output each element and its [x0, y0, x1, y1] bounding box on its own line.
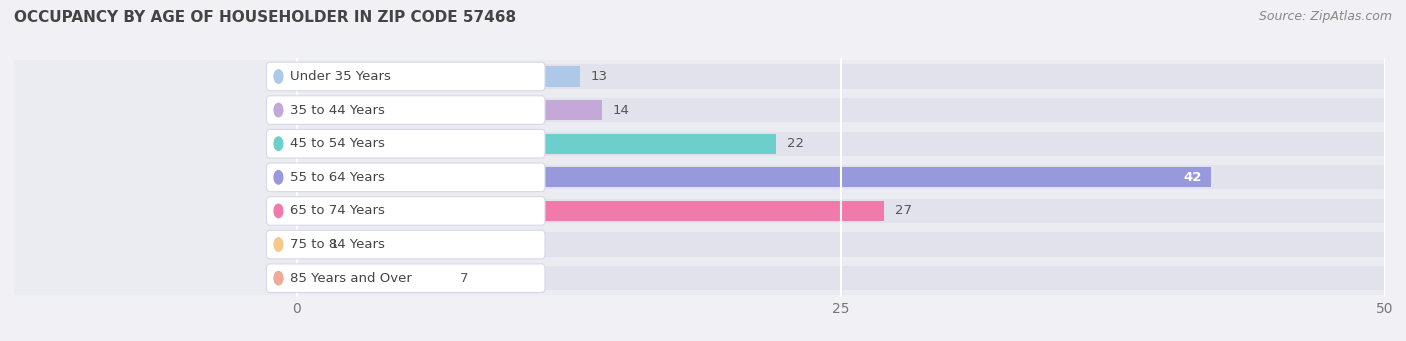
Bar [297, 132, 1385, 156]
FancyBboxPatch shape [267, 230, 546, 259]
Bar [297, 66, 579, 87]
FancyBboxPatch shape [267, 96, 546, 124]
Circle shape [274, 238, 283, 251]
Text: 55 to 64 Years: 55 to 64 Years [291, 171, 385, 184]
Bar [297, 98, 1385, 122]
Circle shape [274, 103, 283, 117]
FancyBboxPatch shape [267, 197, 546, 225]
Bar [297, 167, 1211, 188]
Text: 22: 22 [786, 137, 803, 150]
Text: 27: 27 [896, 205, 912, 218]
Bar [297, 134, 776, 154]
Bar [297, 100, 602, 120]
Bar [14, 127, 1385, 161]
Bar [297, 64, 1385, 89]
Circle shape [274, 271, 283, 285]
Bar [297, 266, 1385, 290]
Bar [297, 165, 1385, 189]
Bar [14, 194, 1385, 228]
Text: 45 to 54 Years: 45 to 54 Years [291, 137, 385, 150]
Text: 13: 13 [591, 70, 607, 83]
Text: 7: 7 [460, 272, 468, 285]
Bar [297, 201, 884, 221]
FancyBboxPatch shape [267, 163, 546, 192]
FancyBboxPatch shape [267, 130, 546, 158]
Circle shape [274, 70, 283, 83]
Bar [14, 60, 1385, 93]
Text: 14: 14 [613, 104, 630, 117]
Circle shape [274, 137, 283, 150]
Text: Source: ZipAtlas.com: Source: ZipAtlas.com [1258, 10, 1392, 23]
Bar [297, 235, 319, 255]
Text: 65 to 74 Years: 65 to 74 Years [291, 205, 385, 218]
Text: 75 to 84 Years: 75 to 84 Years [291, 238, 385, 251]
Bar [14, 228, 1385, 261]
Bar [297, 268, 450, 288]
Text: Under 35 Years: Under 35 Years [291, 70, 391, 83]
Bar [14, 93, 1385, 127]
Text: 1: 1 [329, 238, 337, 251]
Bar [297, 199, 1385, 223]
Circle shape [274, 170, 283, 184]
Text: 85 Years and Over: 85 Years and Over [291, 272, 412, 285]
Bar [14, 161, 1385, 194]
Text: OCCUPANCY BY AGE OF HOUSEHOLDER IN ZIP CODE 57468: OCCUPANCY BY AGE OF HOUSEHOLDER IN ZIP C… [14, 10, 516, 25]
Text: 35 to 44 Years: 35 to 44 Years [291, 104, 385, 117]
FancyBboxPatch shape [267, 62, 546, 91]
Circle shape [274, 204, 283, 218]
FancyBboxPatch shape [267, 264, 546, 293]
Bar [297, 233, 1385, 257]
Bar [14, 261, 1385, 295]
Text: 42: 42 [1184, 171, 1202, 184]
